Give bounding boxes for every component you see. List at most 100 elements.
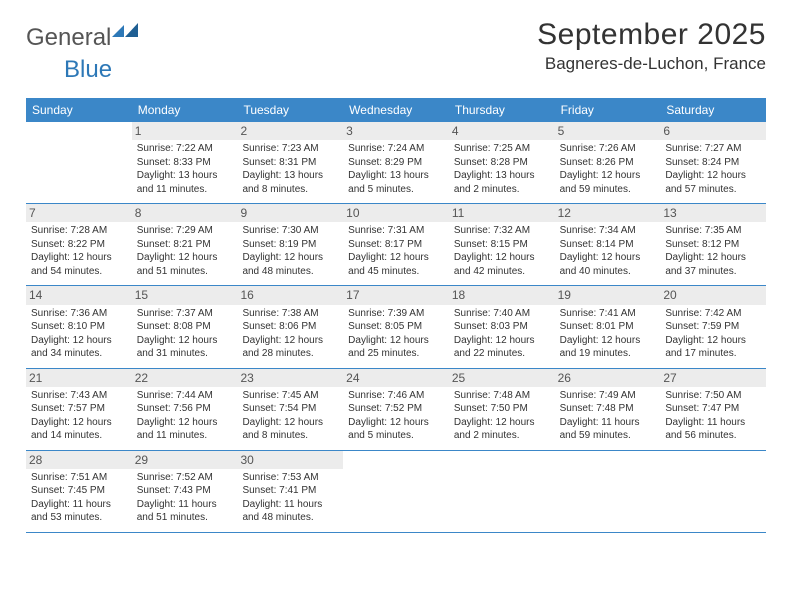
day-number: 25	[449, 369, 555, 387]
day-info-line: Daylight: 12 hours	[31, 251, 127, 265]
day-info-line: and 37 minutes.	[665, 265, 761, 279]
day-number: 13	[660, 204, 766, 222]
logo-text-general: General	[26, 24, 111, 52]
day-info-line: Sunset: 8:19 PM	[242, 238, 338, 252]
day-info-line: Daylight: 12 hours	[348, 416, 444, 430]
day-info-line: Daylight: 13 hours	[242, 169, 338, 183]
day-number: 11	[449, 204, 555, 222]
day-info-line: Daylight: 13 hours	[454, 169, 550, 183]
day-info-line: Daylight: 11 hours	[560, 416, 656, 430]
week-row: 21Sunrise: 7:43 AMSunset: 7:57 PMDayligh…	[26, 369, 766, 451]
day-info-line: Daylight: 12 hours	[454, 334, 550, 348]
day-info-line: and 11 minutes.	[137, 183, 233, 197]
day-info-line: Sunrise: 7:52 AM	[137, 471, 233, 485]
day-info-line: and 51 minutes.	[137, 265, 233, 279]
day-cell-empty	[343, 451, 449, 532]
day-info-line: Sunset: 8:29 PM	[348, 156, 444, 170]
day-info-line: and 2 minutes.	[454, 183, 550, 197]
day-info-line: Daylight: 12 hours	[454, 416, 550, 430]
day-cell: 6Sunrise: 7:27 AMSunset: 8:24 PMDaylight…	[660, 122, 766, 203]
calendar: SundayMondayTuesdayWednesdayThursdayFrid…	[26, 98, 766, 533]
day-cell: 22Sunrise: 7:44 AMSunset: 7:56 PMDayligh…	[132, 369, 238, 450]
day-cell: 5Sunrise: 7:26 AMSunset: 8:26 PMDaylight…	[555, 122, 661, 203]
day-info-line: Sunset: 7:41 PM	[242, 484, 338, 498]
day-cell: 24Sunrise: 7:46 AMSunset: 7:52 PMDayligh…	[343, 369, 449, 450]
day-cell: 16 Sunrise: 7:38 AMSunset: 8:06 PMDayligh…	[237, 286, 343, 367]
day-info-line: Sunrise: 7:29 AM	[137, 224, 233, 238]
day-info-line: Sunset: 7:45 PM	[31, 484, 127, 498]
day-info-line: and 5 minutes.	[348, 429, 444, 443]
day-number: 12	[555, 204, 661, 222]
day-info-line: and 2 minutes.	[454, 429, 550, 443]
day-info-line: Daylight: 11 hours	[137, 498, 233, 512]
day-info-line: and 5 minutes.	[348, 183, 444, 197]
day-info-line: Sunrise: 7:23 AM	[242, 142, 338, 156]
day-cell: 7Sunrise: 7:28 AMSunset: 8:22 PMDaylight…	[26, 204, 132, 285]
day-info-line: Daylight: 12 hours	[665, 334, 761, 348]
day-info-line: Daylight: 12 hours	[348, 251, 444, 265]
day-info-line: Sunset: 8:22 PM	[31, 238, 127, 252]
day-number: 22	[132, 369, 238, 387]
day-info-line: Sunset: 8:33 PM	[137, 156, 233, 170]
day-cell: 19Sunrise: 7:41 AMSunset: 8:01 PMDayligh…	[555, 286, 661, 367]
day-number: 28	[26, 451, 132, 469]
day-cell: 18Sunrise: 7:40 AMSunset: 8:03 PMDayligh…	[449, 286, 555, 367]
header-cell-tuesday: Tuesday	[237, 98, 343, 122]
day-info-line: and 59 minutes.	[560, 429, 656, 443]
day-cell: 15Sunrise: 7:37 AMSunset: 8:08 PMDayligh…	[132, 286, 238, 367]
logo-text-blue: Blue	[64, 56, 112, 83]
day-info-line: Sunset: 8:17 PM	[348, 238, 444, 252]
day-cell: 25Sunrise: 7:48 AMSunset: 7:50 PMDayligh…	[449, 369, 555, 450]
week-row: 1Sunrise: 7:22 AMSunset: 8:33 PMDaylight…	[26, 122, 766, 204]
day-cell: 4Sunrise: 7:25 AMSunset: 8:28 PMDaylight…	[449, 122, 555, 203]
day-info-line: Sunrise: 7:36 AM	[31, 307, 127, 321]
day-number: 6	[660, 122, 766, 140]
day-info-line: Daylight: 12 hours	[31, 334, 127, 348]
day-number: 20	[660, 286, 766, 304]
day-info-line: Sunset: 7:59 PM	[665, 320, 761, 334]
day-info-line: Sunrise: 7:39 AM	[348, 307, 444, 321]
day-info-line: Sunrise: 7:51 AM	[31, 471, 127, 485]
day-info-line: Daylight: 12 hours	[242, 334, 338, 348]
day-number: 18	[449, 286, 555, 304]
day-info-line: Sunset: 8:28 PM	[454, 156, 550, 170]
day-info-line: Sunset: 8:06 PM	[242, 320, 338, 334]
week-row: 28 Sunrise: 7:51 AMSunset: 7:45 PM Dayligh…	[26, 451, 766, 533]
day-info-line: and 25 minutes.	[348, 347, 444, 361]
day-number: 16	[237, 286, 343, 304]
day-info-line: Sunrise: 7:31 AM	[348, 224, 444, 238]
day-info-line: Sunrise: 7:30 AM	[242, 224, 338, 238]
day-info-line: and 22 minutes.	[454, 347, 550, 361]
day-number: 3	[343, 122, 449, 140]
day-info-line: Sunrise: 7:32 AM	[454, 224, 550, 238]
day-info-line: and 48 minutes.	[242, 265, 338, 279]
day-info-line: Daylight: 11 hours	[242, 498, 338, 512]
day-number: 7	[26, 204, 132, 222]
day-info-line: Sunset: 7:57 PM	[31, 402, 127, 416]
day-info-line: Daylight: 12 hours	[665, 169, 761, 183]
month-title: September 2025	[537, 18, 766, 52]
day-info-line: Sunset: 7:56 PM	[137, 402, 233, 416]
day-info-line: Daylight: 12 hours	[560, 334, 656, 348]
day-info-line: Daylight: 12 hours	[137, 416, 233, 430]
day-info-line: and 57 minutes.	[665, 183, 761, 197]
header-cell-thursday: Thursday	[449, 98, 555, 122]
day-info-line: Sunrise: 7:42 AM	[665, 307, 761, 321]
day-info-line: Sunset: 8:31 PM	[242, 156, 338, 170]
day-number: 23	[237, 369, 343, 387]
day-info-line: Sunset: 8:01 PM	[560, 320, 656, 334]
day-info-line: and 31 minutes.	[137, 347, 233, 361]
day-info-line: Sunrise: 7:35 AM	[665, 224, 761, 238]
calendar-header-row: SundayMondayTuesdayWednesdayThursdayFrid…	[26, 98, 766, 122]
day-info-line: Sunset: 8:05 PM	[348, 320, 444, 334]
day-info-line: Sunset: 8:10 PM	[31, 320, 127, 334]
day-info-line: Sunrise: 7:38 AM	[242, 307, 338, 321]
day-number: 24	[343, 369, 449, 387]
header-cell-monday: Monday	[132, 98, 238, 122]
day-info-line: Sunset: 8:14 PM	[560, 238, 656, 252]
day-info-line: Sunset: 8:26 PM	[560, 156, 656, 170]
day-number: 5	[555, 122, 661, 140]
day-info-line: Sunset: 8:15 PM	[454, 238, 550, 252]
day-info-line: Sunrise: 7:50 AM	[665, 389, 761, 403]
day-info-line: Daylight: 12 hours	[242, 416, 338, 430]
